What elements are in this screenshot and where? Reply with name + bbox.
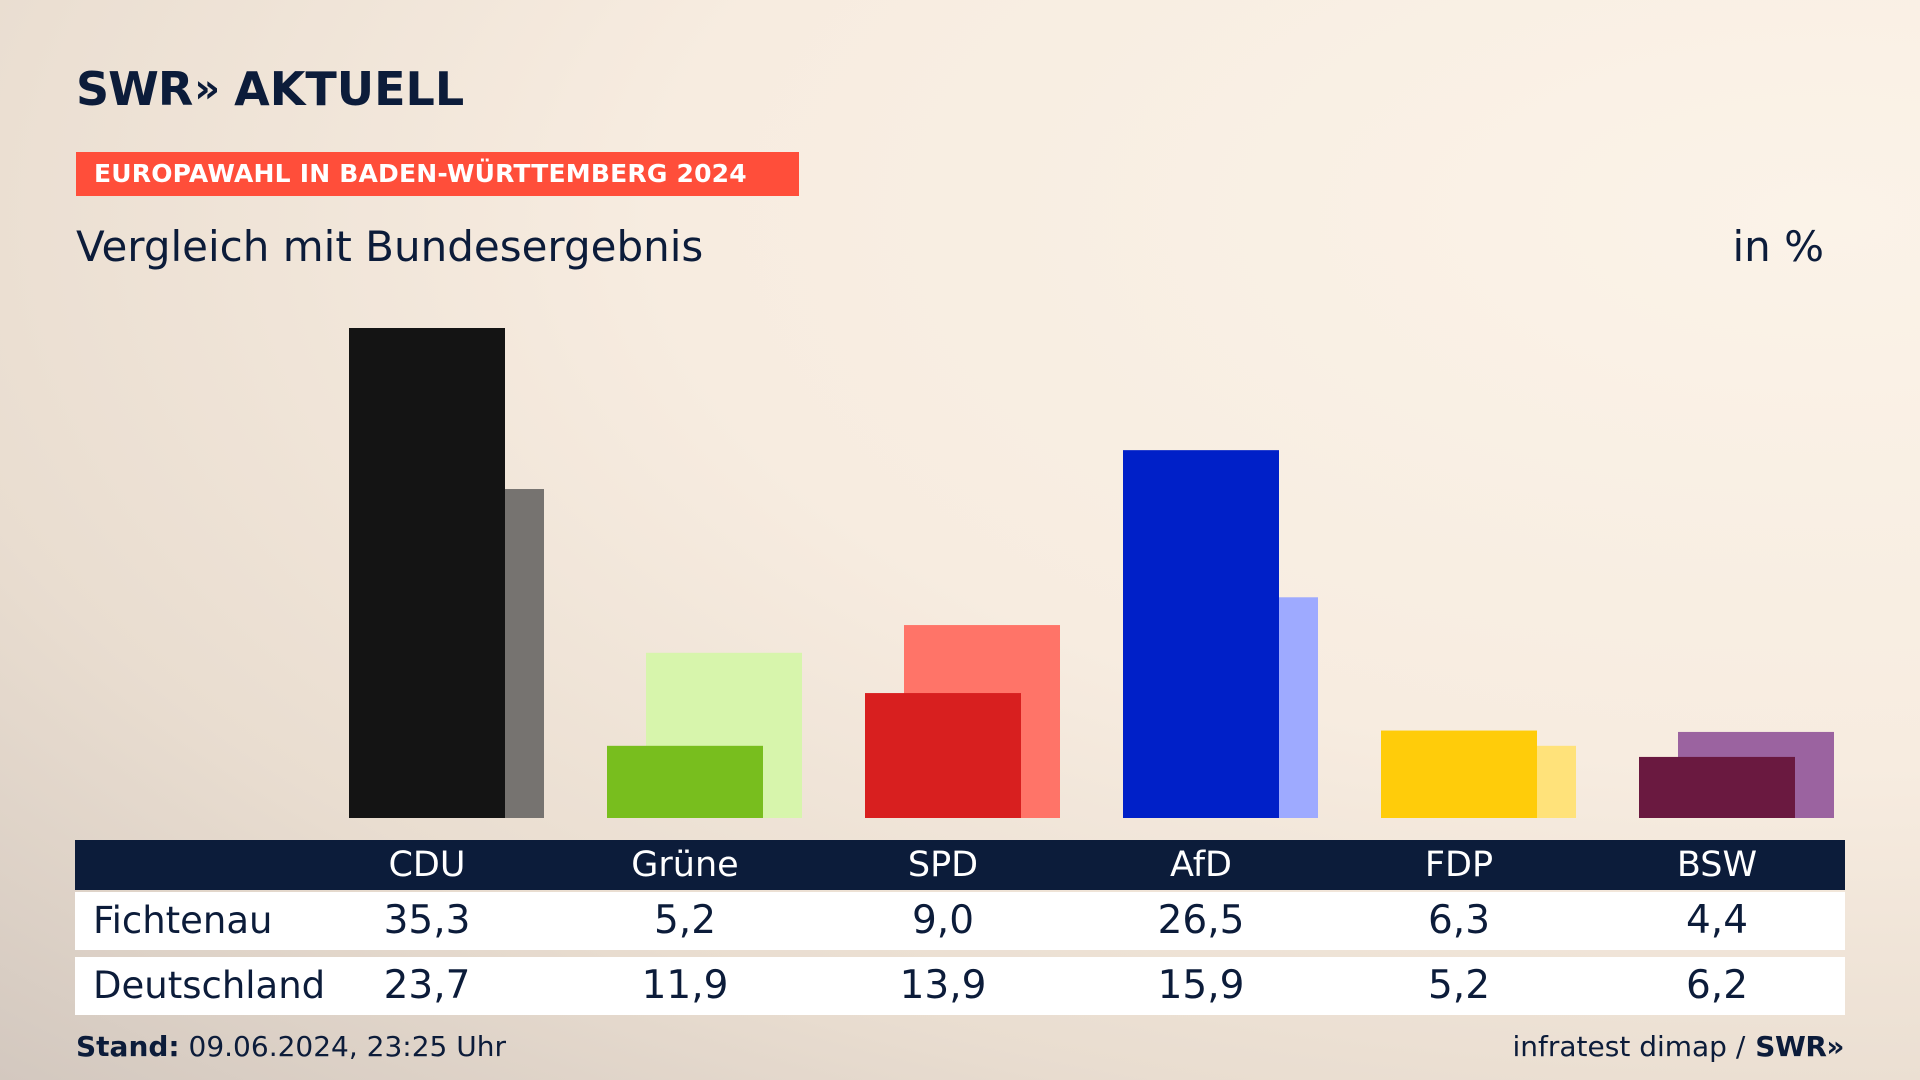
bar-deutschland-cdu <box>388 489 544 818</box>
timestamp: Stand: 09.06.2024, 23:25 Uhr <box>76 1030 506 1063</box>
bar-fichtenau-fdp <box>1381 730 1537 818</box>
party-label-fdp: FDP <box>1424 845 1494 885</box>
swr-footer-logo: SWR» <box>1755 1030 1844 1063</box>
bar-fichtenau-afd <box>1123 450 1279 818</box>
bar-fichtenau-bsw <box>1639 756 1795 818</box>
value-fichtenau-spd: 9,0 <box>911 898 975 943</box>
bar-fichtenau-cdu <box>349 328 505 818</box>
value-deutschland-bsw: 6,2 <box>1685 963 1749 1008</box>
source-text: infratest dimap / <box>1512 1030 1746 1063</box>
bar-deutschland-spd <box>904 625 1060 818</box>
table-row-deutschland: Deutschland 23,7 11,9 13,9 15,9 5,2 6,2 <box>75 957 1845 1015</box>
value-fichtenau-bsw: 4,4 <box>1685 898 1749 943</box>
chart-unit: in % <box>1732 222 1824 271</box>
party-label-bsw: BSW <box>1676 845 1758 885</box>
value-fichtenau-afd: 26,5 <box>1157 898 1245 943</box>
swr-aktuell-logo: SWR» AKTUELL <box>76 62 464 116</box>
table-header: CDU Grüne SPD AfD FDP BSW <box>75 840 1845 890</box>
value-deutschland-spd: 13,9 <box>899 963 987 1008</box>
value-fichtenau-fdp: 6,3 <box>1427 898 1491 943</box>
row-label-fichtenau: Fichtenau <box>93 899 273 942</box>
bar-fichtenau-spd <box>865 693 1021 818</box>
bar-deutschland-bsw <box>1678 731 1834 818</box>
row-label-deutschland: Deutschland <box>93 964 326 1007</box>
bar-fichtenau-gruene <box>607 745 763 818</box>
party-label-cdu: CDU <box>388 845 466 885</box>
value-fichtenau-cdu: 35,3 <box>383 898 471 943</box>
stand-value: 09.06.2024, 23:25 Uhr <box>188 1030 506 1063</box>
table-row-fichtenau: Fichtenau 35,3 5,2 9,0 26,5 6,3 4,4 <box>75 892 1845 950</box>
logo-swr: SWR <box>76 62 193 116</box>
value-deutschland-cdu: 23,7 <box>383 963 471 1008</box>
bar-deutschland-afd <box>1162 597 1318 818</box>
chart-subtitle: Vergleich mit Bundesergebnis <box>76 222 704 271</box>
stand-label: Stand: <box>76 1030 180 1063</box>
value-deutschland-fdp: 5,2 <box>1427 963 1491 1008</box>
value-fichtenau-gruene: 5,2 <box>653 898 717 943</box>
party-label-afd: AfD <box>1170 845 1232 885</box>
party-label-gruene: Grüne <box>631 845 739 885</box>
source-credit: infratest dimap / SWR» <box>1512 1030 1844 1063</box>
bar-deutschland-fdp <box>1420 745 1576 818</box>
party-label-spd: SPD <box>907 845 979 885</box>
logo-chevrons-icon: » <box>194 66 220 112</box>
value-deutschland-gruene: 11,9 <box>641 963 729 1008</box>
bar-chart <box>349 328 1834 818</box>
bar-deutschland-gruene <box>646 652 802 818</box>
value-deutschland-afd: 15,9 <box>1157 963 1245 1008</box>
logo-aktuell: AKTUELL <box>234 62 465 116</box>
election-banner: EUROPAWAHL IN BADEN-WÜRTTEMBERG 2024 <box>76 152 799 196</box>
